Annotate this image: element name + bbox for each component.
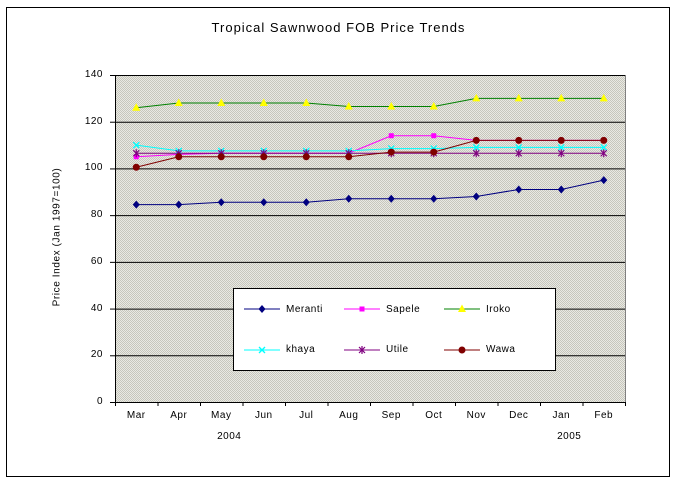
- x-tick-label: Jun: [254, 410, 273, 421]
- y-tick-label: 120: [84, 115, 103, 127]
- legend-item-wawa: Wawa: [443, 344, 555, 356]
- y-tick-label: 20: [90, 349, 103, 361]
- figure-border: [6, 7, 670, 477]
- series-wawa: [132, 136, 608, 171]
- y-tick-label: 60: [90, 255, 103, 267]
- legend-marker-wawa-icon: [444, 346, 480, 354]
- y-tick-label: 80: [90, 209, 103, 221]
- legend-item-khaya: khaya: [243, 344, 343, 356]
- x-tick-label: Aug: [339, 410, 359, 421]
- legend-marker-khaya-icon: [244, 346, 280, 354]
- x-tick-label: Nov: [466, 410, 486, 421]
- legend-marker-meranti-icon: [244, 305, 280, 314]
- x-year-label: 2005: [557, 431, 582, 442]
- y-tick-label: 40: [90, 302, 103, 314]
- legend-label: Meranti: [286, 303, 323, 315]
- x-tick-label: Feb: [594, 410, 614, 421]
- series-line-meranti: [136, 179, 604, 206]
- legend-item-meranti: Meranti: [243, 303, 343, 315]
- y-axis-title: Price Index (Jan 1997=100): [51, 167, 63, 307]
- y-tick-label: 100: [84, 162, 103, 174]
- legend-marker-utile-icon: [344, 345, 380, 354]
- x-tick-label: Oct: [425, 410, 443, 421]
- x-tick-label: May: [211, 410, 232, 421]
- legend-item-sapele: Sapele: [343, 303, 443, 315]
- legend-label: Sapele: [386, 303, 421, 315]
- legend-marker-sapele-icon: [344, 306, 380, 312]
- chart-title: Tropical Sawnwood FOB Price Trends: [211, 20, 466, 35]
- x-tick-label: Sep: [381, 410, 401, 421]
- legend-marker-iroko-icon: [444, 304, 480, 313]
- x-tick-label: Dec: [509, 410, 529, 421]
- series-line-wawa: [136, 139, 604, 168]
- legend-label: Utile: [386, 344, 409, 356]
- legend-item-iroko: Iroko: [443, 303, 555, 315]
- series-line-khaya: [136, 144, 604, 152]
- x-tick-label: Jan: [552, 410, 571, 421]
- series-iroko: [132, 93, 608, 111]
- x-tick-label: Apr: [170, 410, 188, 421]
- x-year-label: 2004: [217, 431, 242, 442]
- x-tick-label: Mar: [126, 410, 146, 421]
- y-tick-label: 140: [84, 69, 103, 80]
- legend-label: Wawa: [486, 344, 516, 356]
- legend-label: Iroko: [486, 303, 511, 315]
- x-tick-label: Jul: [299, 410, 314, 421]
- legend-label: khaya: [286, 344, 316, 356]
- series-line-iroko: [136, 97, 604, 109]
- series-utile: [132, 149, 608, 158]
- series-meranti: [132, 176, 608, 209]
- legend-item-utile: Utile: [343, 344, 443, 356]
- legend: Meranti Sapele Iroko khaya Utile Wawa: [233, 288, 556, 371]
- y-tick-label: 0: [96, 396, 103, 407]
